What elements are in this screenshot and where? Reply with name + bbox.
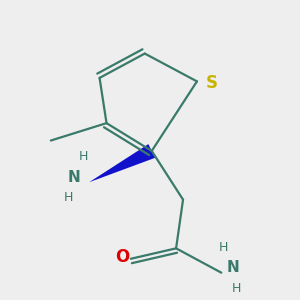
- Text: O: O: [115, 248, 129, 266]
- Text: N: N: [68, 169, 80, 184]
- Text: S: S: [206, 74, 218, 92]
- Text: H: H: [218, 241, 228, 254]
- Polygon shape: [89, 144, 155, 182]
- Text: H: H: [64, 191, 73, 204]
- Text: H: H: [79, 150, 88, 163]
- Text: H: H: [232, 282, 241, 296]
- Text: N: N: [226, 260, 239, 275]
